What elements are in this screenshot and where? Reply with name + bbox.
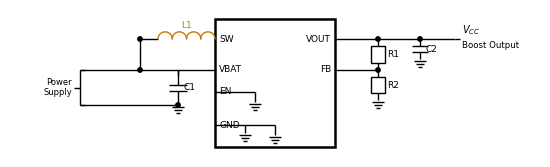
Text: L1: L1: [181, 21, 192, 30]
Text: $V_{CC}$: $V_{CC}$: [462, 23, 480, 37]
Circle shape: [418, 37, 422, 41]
Circle shape: [176, 103, 180, 107]
Text: Power
Supply: Power Supply: [43, 78, 72, 97]
Text: FB: FB: [320, 65, 331, 74]
Circle shape: [138, 37, 142, 41]
Text: VBAT: VBAT: [219, 65, 242, 74]
Text: GND: GND: [219, 121, 240, 129]
Bar: [215, 19, 335, 147]
Text: C2: C2: [425, 44, 437, 53]
Text: EN: EN: [219, 88, 232, 97]
Text: VOUT: VOUT: [306, 35, 331, 43]
Bar: [371, 46, 385, 63]
Text: R2: R2: [387, 80, 399, 90]
Text: C1: C1: [183, 83, 195, 92]
Circle shape: [138, 68, 142, 72]
Text: Boost Output: Boost Output: [462, 41, 519, 50]
Bar: [371, 77, 385, 93]
Circle shape: [376, 37, 380, 41]
Text: SW: SW: [219, 35, 234, 43]
Circle shape: [376, 68, 380, 72]
Text: R1: R1: [387, 50, 399, 59]
